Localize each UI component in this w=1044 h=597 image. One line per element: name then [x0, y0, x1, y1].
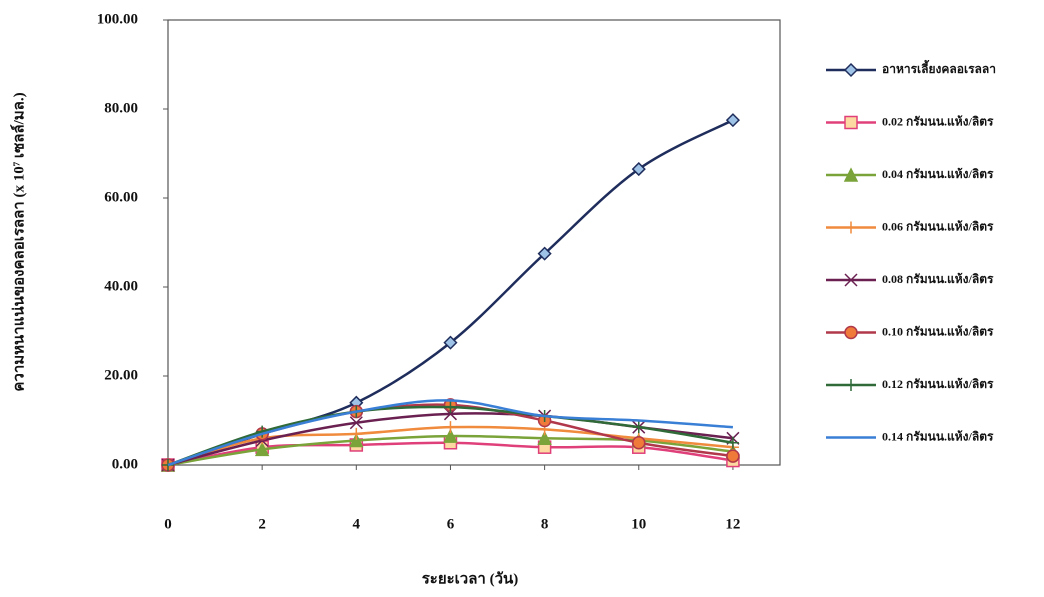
legend-label: 0.02 กรัมนน.แห้ง/ลิตร	[882, 114, 994, 128]
legend-marker	[844, 325, 858, 340]
data-point	[632, 436, 646, 450]
legend-marker	[843, 62, 859, 78]
data-point	[254, 441, 270, 457]
data-point	[443, 335, 458, 350]
data-point	[537, 246, 552, 261]
legend-label: 0.14 กรัมนน.แห้ง/ลิตร	[882, 429, 994, 443]
x-tick-label: 4	[353, 516, 361, 532]
legend-label: อาหารเลี้ยงคลอเรลลา	[882, 59, 996, 76]
data-point	[632, 421, 645, 434]
data-point	[726, 436, 739, 449]
y-tick-label: 20.00	[104, 367, 138, 383]
legend-label: 0.08 กรัมนน.แห้ง/ลิตร	[882, 272, 994, 286]
y-axis-label: ความหนาแน่นของคลอเรลลา (x 10⁷ เซลล์/มล.)	[9, 92, 27, 391]
legend-marker	[845, 379, 857, 391]
data-point	[443, 428, 458, 443]
legend-label: 0.10 กรัมนน.แห้ง/ลิตร	[882, 324, 994, 338]
x-tick-label: 0	[164, 516, 172, 532]
legend-label: 0.04 กรัมนน.แห้ง/ลิตร	[882, 167, 994, 181]
data-point	[444, 421, 457, 434]
x-tick-label: 10	[631, 516, 646, 532]
data-point	[725, 113, 740, 128]
legend-marker	[843, 167, 859, 182]
data-point	[350, 427, 363, 440]
x-tick-label: 12	[725, 516, 740, 532]
x-tick-label: 8	[541, 516, 549, 532]
data-point	[349, 416, 363, 430]
data-point	[726, 449, 740, 463]
x-tick-label: 6	[447, 516, 455, 532]
y-tick-label: 100.00	[97, 11, 138, 27]
series-line	[167, 399, 734, 467]
x-axis-label: ระยะเวลา (วัน)	[422, 570, 519, 587]
y-tick-label: 80.00	[104, 100, 138, 116]
legend-marker	[844, 115, 858, 130]
legend-marker	[845, 221, 857, 234]
y-tick-label: 40.00	[104, 278, 138, 294]
y-tick-label: 0.00	[112, 456, 138, 472]
legend-label: 0.06 กรัมนน.แห้ง/ลิตร	[882, 219, 994, 233]
data-point	[631, 162, 646, 177]
data-point	[349, 432, 364, 448]
legend-label: 0.12 กรัมนน.แห้ง/ลิตร	[882, 377, 994, 391]
data-point	[444, 401, 457, 414]
plot-frame	[167, 19, 781, 466]
data-point	[537, 430, 552, 446]
legend-marker	[844, 273, 858, 287]
x-tick-label: 2	[258, 516, 266, 532]
y-tick-label: 60.00	[104, 189, 138, 205]
